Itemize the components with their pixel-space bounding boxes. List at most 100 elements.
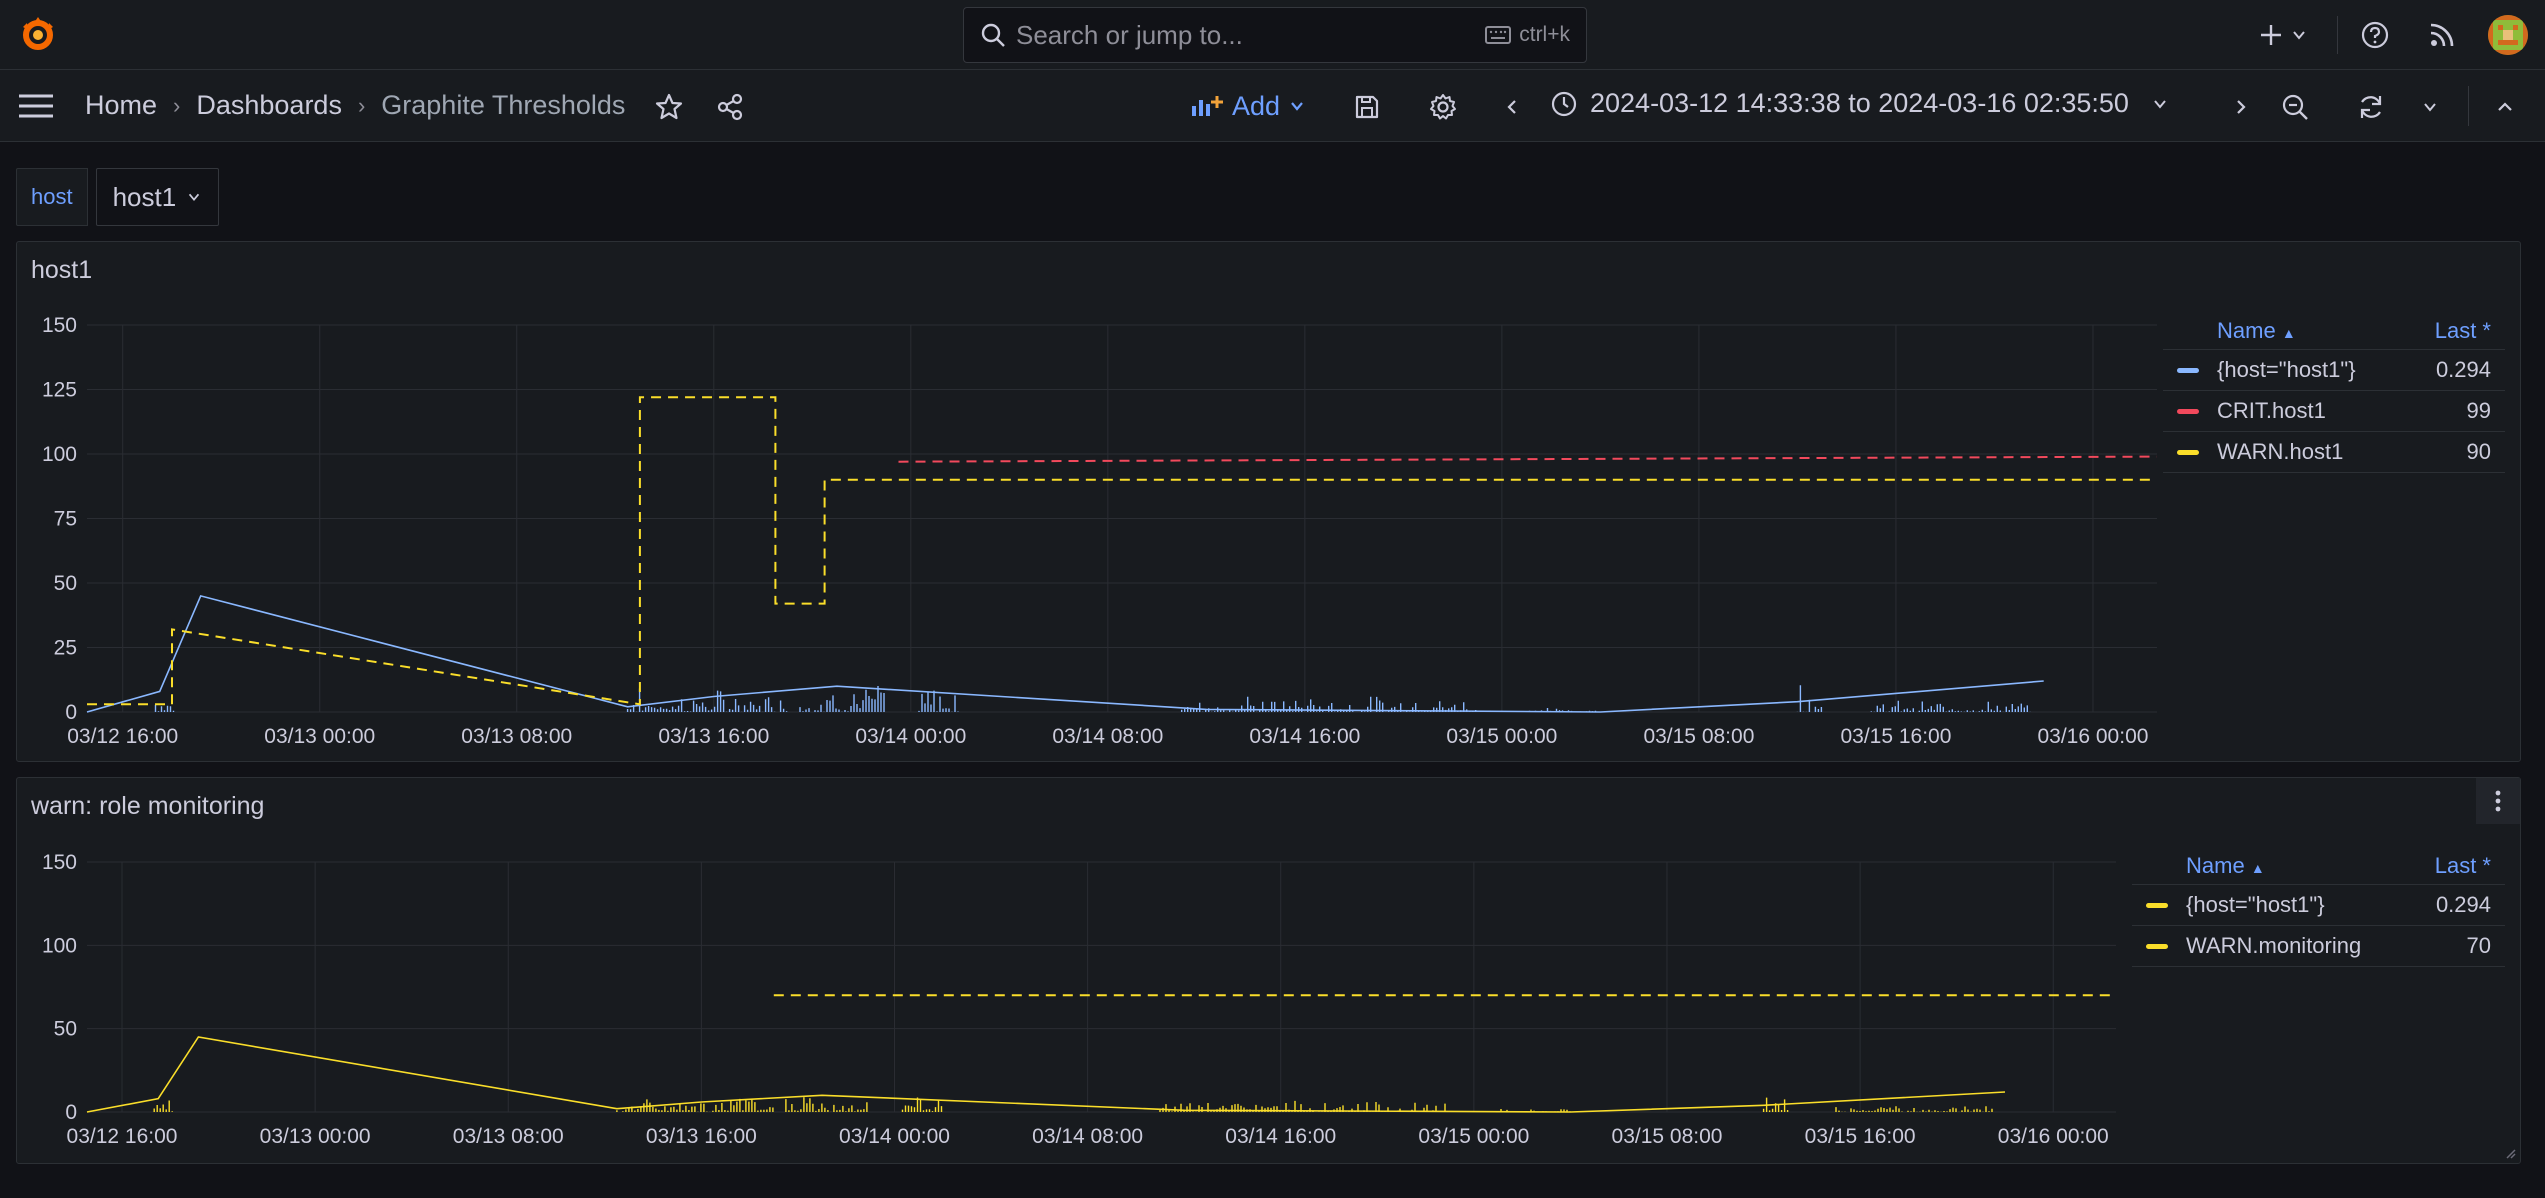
- chevron-down-icon: [2424, 103, 2436, 112]
- legend-item[interactable]: {host="host1"} 0.294: [2132, 885, 2505, 926]
- y-tick-label: 0: [65, 1101, 77, 1124]
- clock-icon: [1551, 91, 1577, 116]
- panel-warn-role-monitoring[interactable]: warn: role monitoring 0 50 100 150 03/12 16:…: [16, 777, 2521, 1164]
- legend-table: Name ▲ Last * {host="host1"} 0.294 CRIT.h…: [2163, 312, 2505, 473]
- legend-name-header-label: Name: [2186, 852, 2245, 878]
- x-tick-label: 03/14 16:00: [1225, 1125, 1336, 1148]
- y-tick-label: 100: [42, 443, 77, 466]
- host-variable-value: host1: [112, 181, 177, 212]
- save-icon: [1355, 95, 1379, 119]
- legend-item[interactable]: WARN.host1 90: [2163, 432, 2505, 473]
- host-variable-select[interactable]: host1: [95, 168, 220, 226]
- chevron-left-icon: [1507, 100, 1516, 114]
- timeseries-chart[interactable]: 0 50 100 150 03/12 16:00 03/13 00:00 03/13 08:…: [17, 778, 2137, 1165]
- chevron-down-icon: [189, 193, 200, 202]
- zoom-out-icon: [2282, 94, 2308, 120]
- legend-swatch: [2146, 943, 2168, 949]
- news-button[interactable]: [2428, 18, 2456, 52]
- x-tick-label: 03/15 08:00: [1612, 1125, 1723, 1148]
- settings-button[interactable]: [1426, 90, 1460, 124]
- x-tick-label: 03/15 00:00: [1418, 1125, 1529, 1148]
- dashboard-nav-bar: Home › Dashboards › Graphite Thresholds …: [0, 70, 2545, 142]
- timeseries-chart[interactable]: 0 25 50 75 100 125 150 03/12 16:00 03/13 00:00 03…: [17, 242, 2167, 763]
- y-tick-label: 150: [42, 314, 77, 337]
- panel-title: host1: [31, 256, 93, 284]
- top-bar: Search or jump to... ctrl+k: [0, 0, 2545, 70]
- chevron-down-icon: [1291, 102, 1303, 111]
- legend-name-header[interactable]: Name ▲: [2186, 853, 2435, 879]
- legend-swatch: [2177, 408, 2199, 414]
- legend-item-value: 0.294: [2435, 892, 2491, 917]
- legend-item-value: 90: [2466, 439, 2491, 464]
- legend-name-header[interactable]: Name ▲: [2217, 318, 2435, 344]
- resize-handle-icon[interactable]: [2504, 1147, 2516, 1159]
- chevron-down-icon: [2293, 31, 2305, 40]
- save-button[interactable]: [1350, 90, 1384, 124]
- chevron-down-icon: [2154, 99, 2166, 109]
- y-tick-label: 50: [54, 1018, 77, 1041]
- refresh-icon: [2360, 96, 2382, 118]
- grafana-logo-icon[interactable]: [18, 14, 58, 54]
- zoom-out-button[interactable]: [2278, 90, 2312, 124]
- new-menu-button[interactable]: [2258, 18, 2308, 52]
- legend-item-value: 70: [2466, 933, 2491, 958]
- user-avatar[interactable]: [2488, 15, 2528, 55]
- sort-ascending-icon: ▲: [2250, 859, 2265, 876]
- add-button[interactable]: Add: [1190, 86, 1306, 126]
- gear-icon: [1430, 94, 1456, 120]
- y-tick-label: 50: [54, 572, 77, 595]
- add-button-label: Add: [1232, 90, 1281, 121]
- legend-item[interactable]: CRIT.host1 99: [2163, 391, 2505, 432]
- x-tick-label: 03/13 16:00: [658, 725, 769, 748]
- star-button[interactable]: [652, 90, 686, 124]
- breadcrumb-home[interactable]: Home: [85, 90, 158, 120]
- time-forward-button[interactable]: [2224, 90, 2258, 124]
- legend-item-value: 0.294: [2435, 357, 2491, 382]
- rss-icon: [2430, 23, 2454, 47]
- x-tick-label: 03/12 16:00: [67, 1125, 178, 1148]
- legend-item-name: CRIT.host1: [2217, 398, 2326, 423]
- search-icon: [981, 23, 1005, 47]
- x-tick-label: 03/14 00:00: [855, 725, 966, 748]
- x-tick-label: 03/16 00:00: [1998, 1125, 2109, 1148]
- x-tick-label: 03/13 08:00: [453, 1125, 564, 1148]
- avatar-icon: [2488, 15, 2528, 55]
- panel-host1[interactable]: host1 0 25 50 75 100 125 150 03/12 16:00 03/13 0…: [16, 241, 2521, 762]
- legend-item[interactable]: {host="host1"} 0.294: [2163, 350, 2505, 391]
- time-back-button[interactable]: [1495, 90, 1529, 124]
- collapse-button[interactable]: [2488, 90, 2522, 124]
- legend-item-value: 99: [2466, 398, 2491, 423]
- y-tick-label: 100: [42, 934, 77, 957]
- legend-item-name: {host="host1"}: [2186, 892, 2325, 917]
- legend-header: Name ▲ Last *: [2163, 312, 2505, 350]
- y-tick-label: 0: [65, 701, 77, 724]
- plus-icon: [2261, 25, 2281, 45]
- divider: [2468, 86, 2469, 126]
- legend-name-header-label: Name: [2217, 317, 2276, 343]
- refresh-interval-button[interactable]: [2413, 90, 2447, 124]
- help-button[interactable]: [2360, 18, 2390, 52]
- panel-title: warn: role monitoring: [31, 792, 265, 820]
- menu-icon[interactable]: [17, 92, 55, 120]
- x-tick-label: 03/13 16:00: [646, 1125, 757, 1148]
- legend-item[interactable]: WARN.monitoring 70: [2132, 926, 2505, 967]
- panel-menu-button[interactable]: [2476, 778, 2520, 824]
- time-range-picker[interactable]: 2024-03-12 14:33:38 to 2024-03-16 02:35:…: [1550, 88, 2169, 119]
- series-spikes-host1: [153, 1097, 1993, 1112]
- legend-last-header[interactable]: Last *: [2434, 317, 2491, 343]
- x-tick-label: 03/14 08:00: [1032, 1125, 1143, 1148]
- share-icon: [717, 93, 743, 121]
- breadcrumb-dashboards[interactable]: Dashboards: [196, 90, 342, 120]
- x-tick-label: 03/15 16:00: [1805, 1125, 1916, 1148]
- series-line-host1: [86, 594, 2044, 713]
- legend-swatch: [2177, 367, 2199, 373]
- x-tick-label: 03/13 08:00: [461, 725, 572, 748]
- breadcrumb-separator-icon: ›: [173, 92, 181, 118]
- refresh-button[interactable]: [2354, 90, 2388, 124]
- share-button[interactable]: [713, 90, 747, 124]
- x-tick-label: 03/14 08:00: [1052, 725, 1163, 748]
- search-box[interactable]: Search or jump to... ctrl+k: [963, 7, 1587, 63]
- legend-last-header[interactable]: Last *: [2434, 852, 2491, 878]
- x-tick-label: 03/14 00:00: [839, 1125, 950, 1148]
- x-tick-label: 03/14 16:00: [1249, 725, 1360, 748]
